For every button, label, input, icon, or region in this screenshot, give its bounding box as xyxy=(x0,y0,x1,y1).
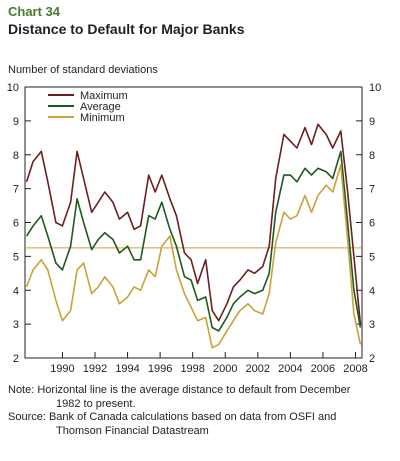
series-line-maximum xyxy=(25,123,362,325)
y-tick-label-left: 6 xyxy=(13,218,19,230)
y-tick-label-left: 10 xyxy=(7,82,19,94)
y-tick-label-right: 7 xyxy=(369,184,375,196)
y-tick-label-left: 9 xyxy=(13,116,19,128)
y-tick-label-right: 6 xyxy=(369,218,375,230)
y-tick-label-left: 8 xyxy=(13,150,19,162)
x-tick-label: 1996 xyxy=(148,363,172,375)
legend-label-average: Average xyxy=(80,101,121,113)
x-tick-label: 1990 xyxy=(50,363,74,375)
chart-notes: Note: Horizontal line is the average dis… xyxy=(8,384,396,438)
x-tick-label: 1994 xyxy=(115,363,139,375)
y-tick-label-left: 4 xyxy=(13,285,19,297)
x-tick-label: 2002 xyxy=(246,363,270,375)
y-axis-label: Number of standard deviations xyxy=(8,64,158,76)
y-tick-label-left: 7 xyxy=(13,184,19,196)
plot-frame xyxy=(24,86,363,359)
note-line-2: 1982 to present. xyxy=(56,397,136,410)
series-line-average xyxy=(25,150,362,332)
note-line-1: Note: Horizontal line is the average dis… xyxy=(8,384,351,396)
y-tick-label-right: 8 xyxy=(369,150,375,162)
x-tick-label: 1992 xyxy=(83,363,107,375)
chart-number: Chart 34 xyxy=(8,4,61,19)
y-tick-label-left: 5 xyxy=(13,251,19,263)
x-tick-label: 2008 xyxy=(343,363,367,375)
x-tick-label: 2004 xyxy=(278,363,302,375)
y-tick-label-left: 3 xyxy=(13,319,19,331)
x-tick-label: 2000 xyxy=(213,363,237,375)
legend-label-minimum: Minimum xyxy=(80,112,125,124)
chart-header: Chart 34 Distance to Default for Major B… xyxy=(8,4,245,38)
y-tick-label-right: 4 xyxy=(369,285,375,297)
y-tick-label-left: 2 xyxy=(13,353,19,365)
x-tick-label: 2006 xyxy=(311,363,335,375)
series-line-minimum xyxy=(25,164,362,349)
x-tick-label: 1998 xyxy=(180,363,204,375)
source-line-2: Thomson Financial Datastream xyxy=(56,424,209,437)
chart-title: Distance to Default for Major Banks xyxy=(8,21,245,37)
y-tick-label-right: 5 xyxy=(369,251,375,263)
y-tick-label-right: 2 xyxy=(369,353,375,365)
y-tick-label-right: 9 xyxy=(369,116,375,128)
legend-label-maximum: Maximum xyxy=(80,90,128,102)
y-tick-label-right: 3 xyxy=(369,319,375,331)
y-tick-label-right: 10 xyxy=(369,82,381,94)
source-line-1: Source: Bank of Canada calculations base… xyxy=(8,411,337,423)
